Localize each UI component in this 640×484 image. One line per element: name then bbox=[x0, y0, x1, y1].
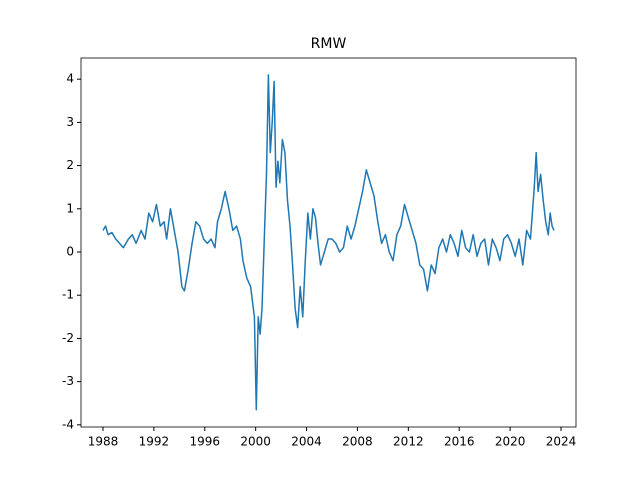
y-tick-label: 3 bbox=[66, 115, 74, 129]
y-tick-label: -4 bbox=[62, 417, 74, 431]
y-tick-label: -1 bbox=[62, 288, 74, 302]
x-tick-label: 2008 bbox=[342, 435, 373, 449]
x-tick-label: 1992 bbox=[139, 435, 170, 449]
data-line bbox=[102, 74, 555, 411]
y-tick-label: -2 bbox=[62, 331, 74, 345]
x-tick-label: 2000 bbox=[240, 435, 271, 449]
y-tick-label: -3 bbox=[62, 374, 74, 388]
x-tick-label: 1996 bbox=[190, 435, 221, 449]
x-tick-label: 2024 bbox=[546, 435, 577, 449]
x-tick-label: 2016 bbox=[444, 435, 475, 449]
x-tick-label: 2012 bbox=[393, 435, 424, 449]
x-tick-label: 1988 bbox=[88, 435, 119, 449]
axes-frame bbox=[80, 57, 577, 428]
x-tick-label: 2020 bbox=[495, 435, 526, 449]
y-tick-label: 2 bbox=[66, 158, 74, 172]
chart-title: RMW bbox=[311, 36, 347, 52]
y-tick-label: 0 bbox=[66, 245, 74, 259]
y-tick-label: 1 bbox=[66, 201, 74, 215]
x-tick-label: 2004 bbox=[291, 435, 322, 449]
y-tick-label: 4 bbox=[66, 72, 74, 86]
